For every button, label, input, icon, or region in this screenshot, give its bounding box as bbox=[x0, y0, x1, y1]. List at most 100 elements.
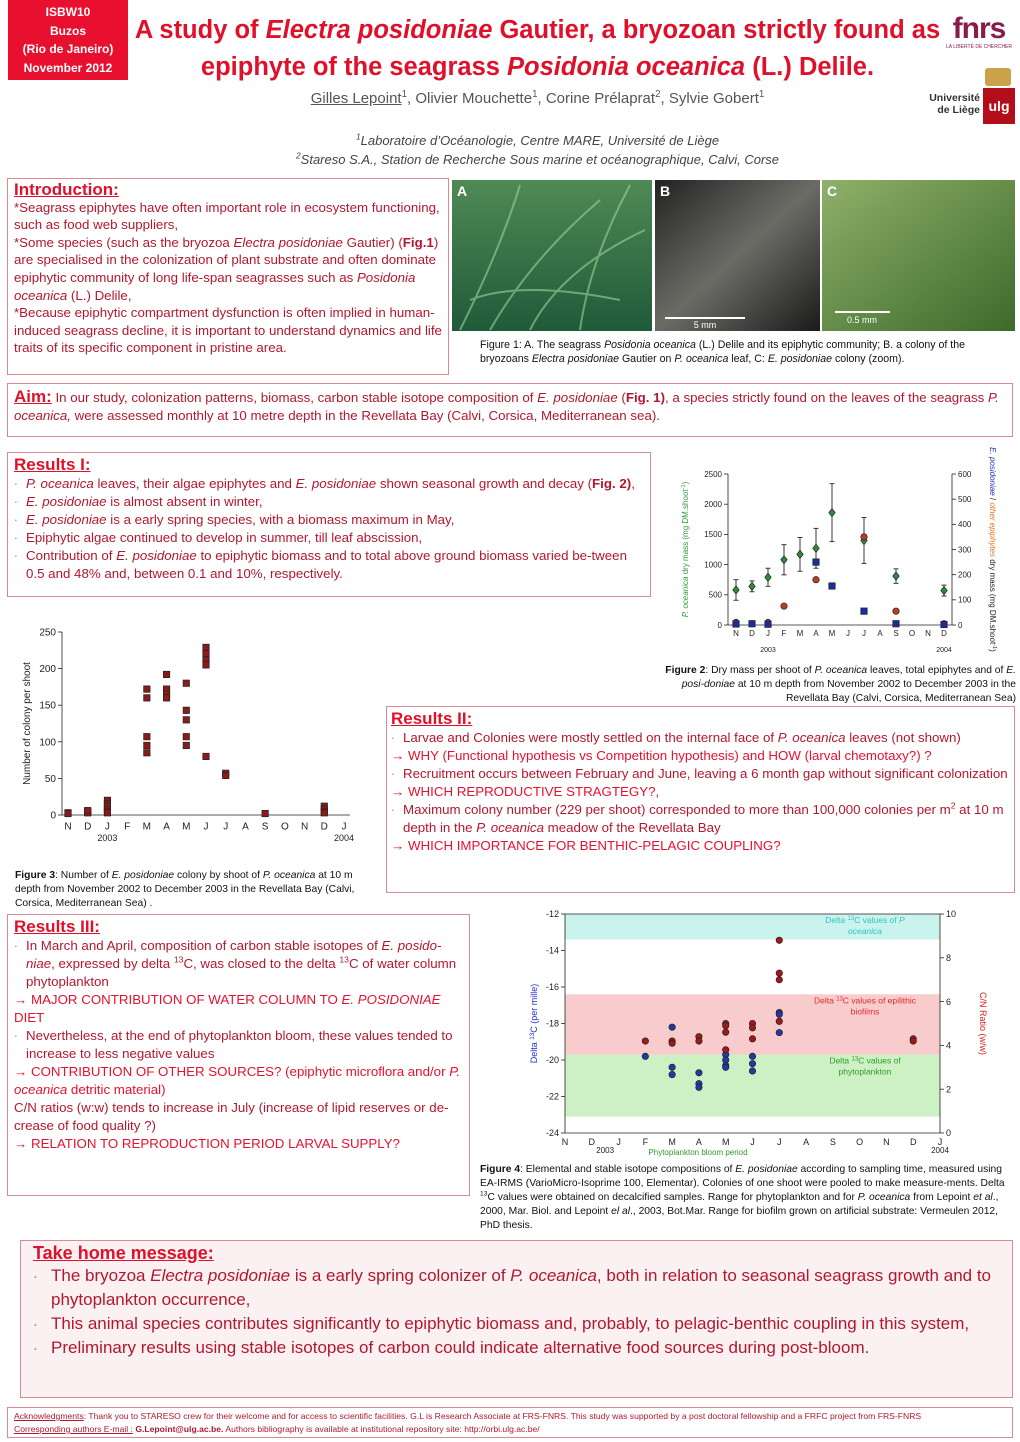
x-tick-label: J bbox=[204, 822, 209, 833]
text-run: (L.) Delile. bbox=[745, 53, 875, 81]
text-run: , Olivier Mouchette bbox=[407, 90, 533, 107]
text-run: P. oceanica bbox=[14, 1064, 461, 1097]
point bbox=[775, 1029, 783, 1037]
text-run: leaf, C: bbox=[728, 353, 768, 365]
introduction: Introduction: *Seagrass epiphytes have o… bbox=[7, 178, 449, 375]
y-tick-label: 200 bbox=[39, 664, 56, 675]
results1: Results I: P. oceanica leaves, their alg… bbox=[7, 452, 651, 597]
text-run: Larvae and Colonies were mostly settled … bbox=[403, 730, 778, 745]
text-run: Authors bibliography is available at ins… bbox=[223, 1424, 540, 1434]
list: P. oceanica leaves, their algae epiphyte… bbox=[14, 472, 644, 583]
text-run: from Lepoint bbox=[910, 1192, 974, 1203]
point bbox=[812, 543, 820, 554]
text-run: 1 bbox=[401, 89, 408, 100]
text-run: Gautier on bbox=[619, 353, 675, 365]
scale-label: 0.5 mm bbox=[847, 315, 877, 325]
point bbox=[202, 661, 210, 669]
text-run: -1 bbox=[681, 484, 687, 489]
text-run: C, was closed to the delta bbox=[183, 956, 340, 971]
paragraph: *Seagrass epiphytes have often important… bbox=[14, 199, 442, 234]
text-run: , bbox=[631, 476, 635, 491]
text-run: Delta bbox=[529, 1040, 539, 1064]
point bbox=[892, 571, 900, 581]
text-run: Gautier, a bryozoan strictly found as bbox=[492, 16, 941, 44]
text-run: → MAJOR CONTRIBUTION OF WATER COLUMN TO bbox=[14, 992, 342, 1007]
bullet-item: Contribution of E. posidoniae to epiphyt… bbox=[14, 544, 644, 583]
bullet-item: The bryozoa Electra posidoniae is a earl… bbox=[33, 1261, 1000, 1312]
text-run: 13 bbox=[852, 1057, 859, 1063]
text-run: E. posidoniae bbox=[26, 512, 107, 527]
photo-zoom bbox=[822, 180, 1015, 331]
point bbox=[764, 572, 772, 583]
text-run: Fig. 1) bbox=[625, 390, 666, 405]
leaf-strokes bbox=[459, 184, 646, 331]
results2: Results II: Larvae and Colonies were mos… bbox=[386, 706, 1015, 893]
text-run: Nevertheless, at the end of phytoplankto… bbox=[26, 1028, 453, 1061]
text-run: shown seasonal growth and decay ( bbox=[376, 476, 593, 491]
text-run: E. posidoniae bbox=[26, 494, 107, 509]
affiliations: 1Laboratoire d’Océanologie, Centre MARE,… bbox=[130, 131, 945, 169]
point bbox=[748, 1060, 757, 1068]
text-run: DIET bbox=[14, 1010, 45, 1025]
text-run: P. oceanica bbox=[262, 870, 316, 881]
text-run: were assessed monthly at 10 metre depth … bbox=[70, 407, 660, 423]
year-label: 2004 bbox=[931, 1146, 949, 1155]
text-run: In March and April, composition of carbo… bbox=[26, 938, 382, 953]
badge-line: (Rio de Janeiro) bbox=[22, 42, 114, 56]
year-label: 2004 bbox=[936, 647, 952, 654]
point bbox=[732, 585, 740, 595]
ulg-shield: ulg bbox=[983, 88, 1015, 124]
y-tick-label: 100 bbox=[39, 737, 56, 748]
point bbox=[748, 1067, 757, 1075]
text-run: biofilms bbox=[851, 1006, 880, 1016]
text-run: 2 bbox=[295, 150, 301, 161]
panel-label: A bbox=[457, 183, 467, 199]
y2-tick-label: 100 bbox=[958, 596, 972, 605]
text-run: dry mass (mg DM.shoot bbox=[681, 489, 690, 577]
y-tick-label: 0 bbox=[718, 621, 723, 630]
text-run: colony by shoot of bbox=[174, 870, 263, 881]
y2-tick-label: 400 bbox=[958, 520, 972, 529]
paragraph: In our study, colonization patterns, bio… bbox=[14, 390, 999, 423]
point bbox=[668, 1063, 676, 1071]
y-tick-label: 500 bbox=[709, 591, 723, 600]
text-run: In our study, colonization patterns, bio… bbox=[51, 390, 538, 405]
x-tick-label: N bbox=[733, 629, 739, 638]
point bbox=[668, 1071, 676, 1079]
section-heading: Introduction: bbox=[14, 180, 119, 199]
x-tick-label: J bbox=[862, 629, 866, 638]
point bbox=[103, 809, 111, 817]
text-run: This animal species contributes signific… bbox=[51, 1314, 970, 1333]
point bbox=[748, 620, 756, 628]
paragraph: *Because epiphytic compartment dysfuncti… bbox=[14, 304, 442, 357]
text-run: E. posi-doniae bbox=[681, 665, 1016, 690]
text-run: at 10 m depth from November 2002 to Dece… bbox=[734, 679, 1016, 704]
text-run: E. posido-niae bbox=[26, 938, 442, 971]
point bbox=[796, 549, 804, 560]
logo-text: de Liège bbox=[937, 104, 980, 116]
band-label: phytoplankton bbox=[839, 1067, 892, 1077]
y-axis-label: P. oceanica dry mass (mg DM.shoot-1) bbox=[681, 481, 690, 617]
text-run: Contribution of bbox=[26, 548, 117, 563]
text-run: ) bbox=[681, 481, 690, 484]
y-tick-label: -20 bbox=[546, 1055, 559, 1065]
point bbox=[143, 749, 151, 757]
affiliation: 1Laboratoire d’Océanologie, Centre MARE,… bbox=[130, 131, 945, 150]
text-run: C values of epilithic bbox=[843, 995, 917, 1005]
x-tick-label: S bbox=[262, 822, 269, 833]
point bbox=[261, 809, 269, 818]
x-tick-label: N bbox=[883, 1137, 890, 1147]
point bbox=[940, 585, 948, 596]
point bbox=[748, 1024, 757, 1032]
text-run: Figure 2 bbox=[665, 665, 706, 676]
y2-tick-label: 6 bbox=[946, 997, 951, 1007]
x-tick-label: D bbox=[321, 822, 328, 833]
text-run: leaves, total epiphytes and of bbox=[867, 665, 1007, 676]
text-run: is a early spring colonizer of bbox=[290, 1266, 511, 1285]
year-label: 2003 bbox=[760, 647, 776, 654]
footer-line: Corresponding authors E-mail : G.Lepoint… bbox=[14, 1423, 1006, 1436]
figure3-caption: Figure 3: Number of E. posidoniae colony… bbox=[15, 869, 380, 911]
x-tick-label: A bbox=[803, 1137, 809, 1147]
text-run: 13 bbox=[480, 1190, 488, 1198]
